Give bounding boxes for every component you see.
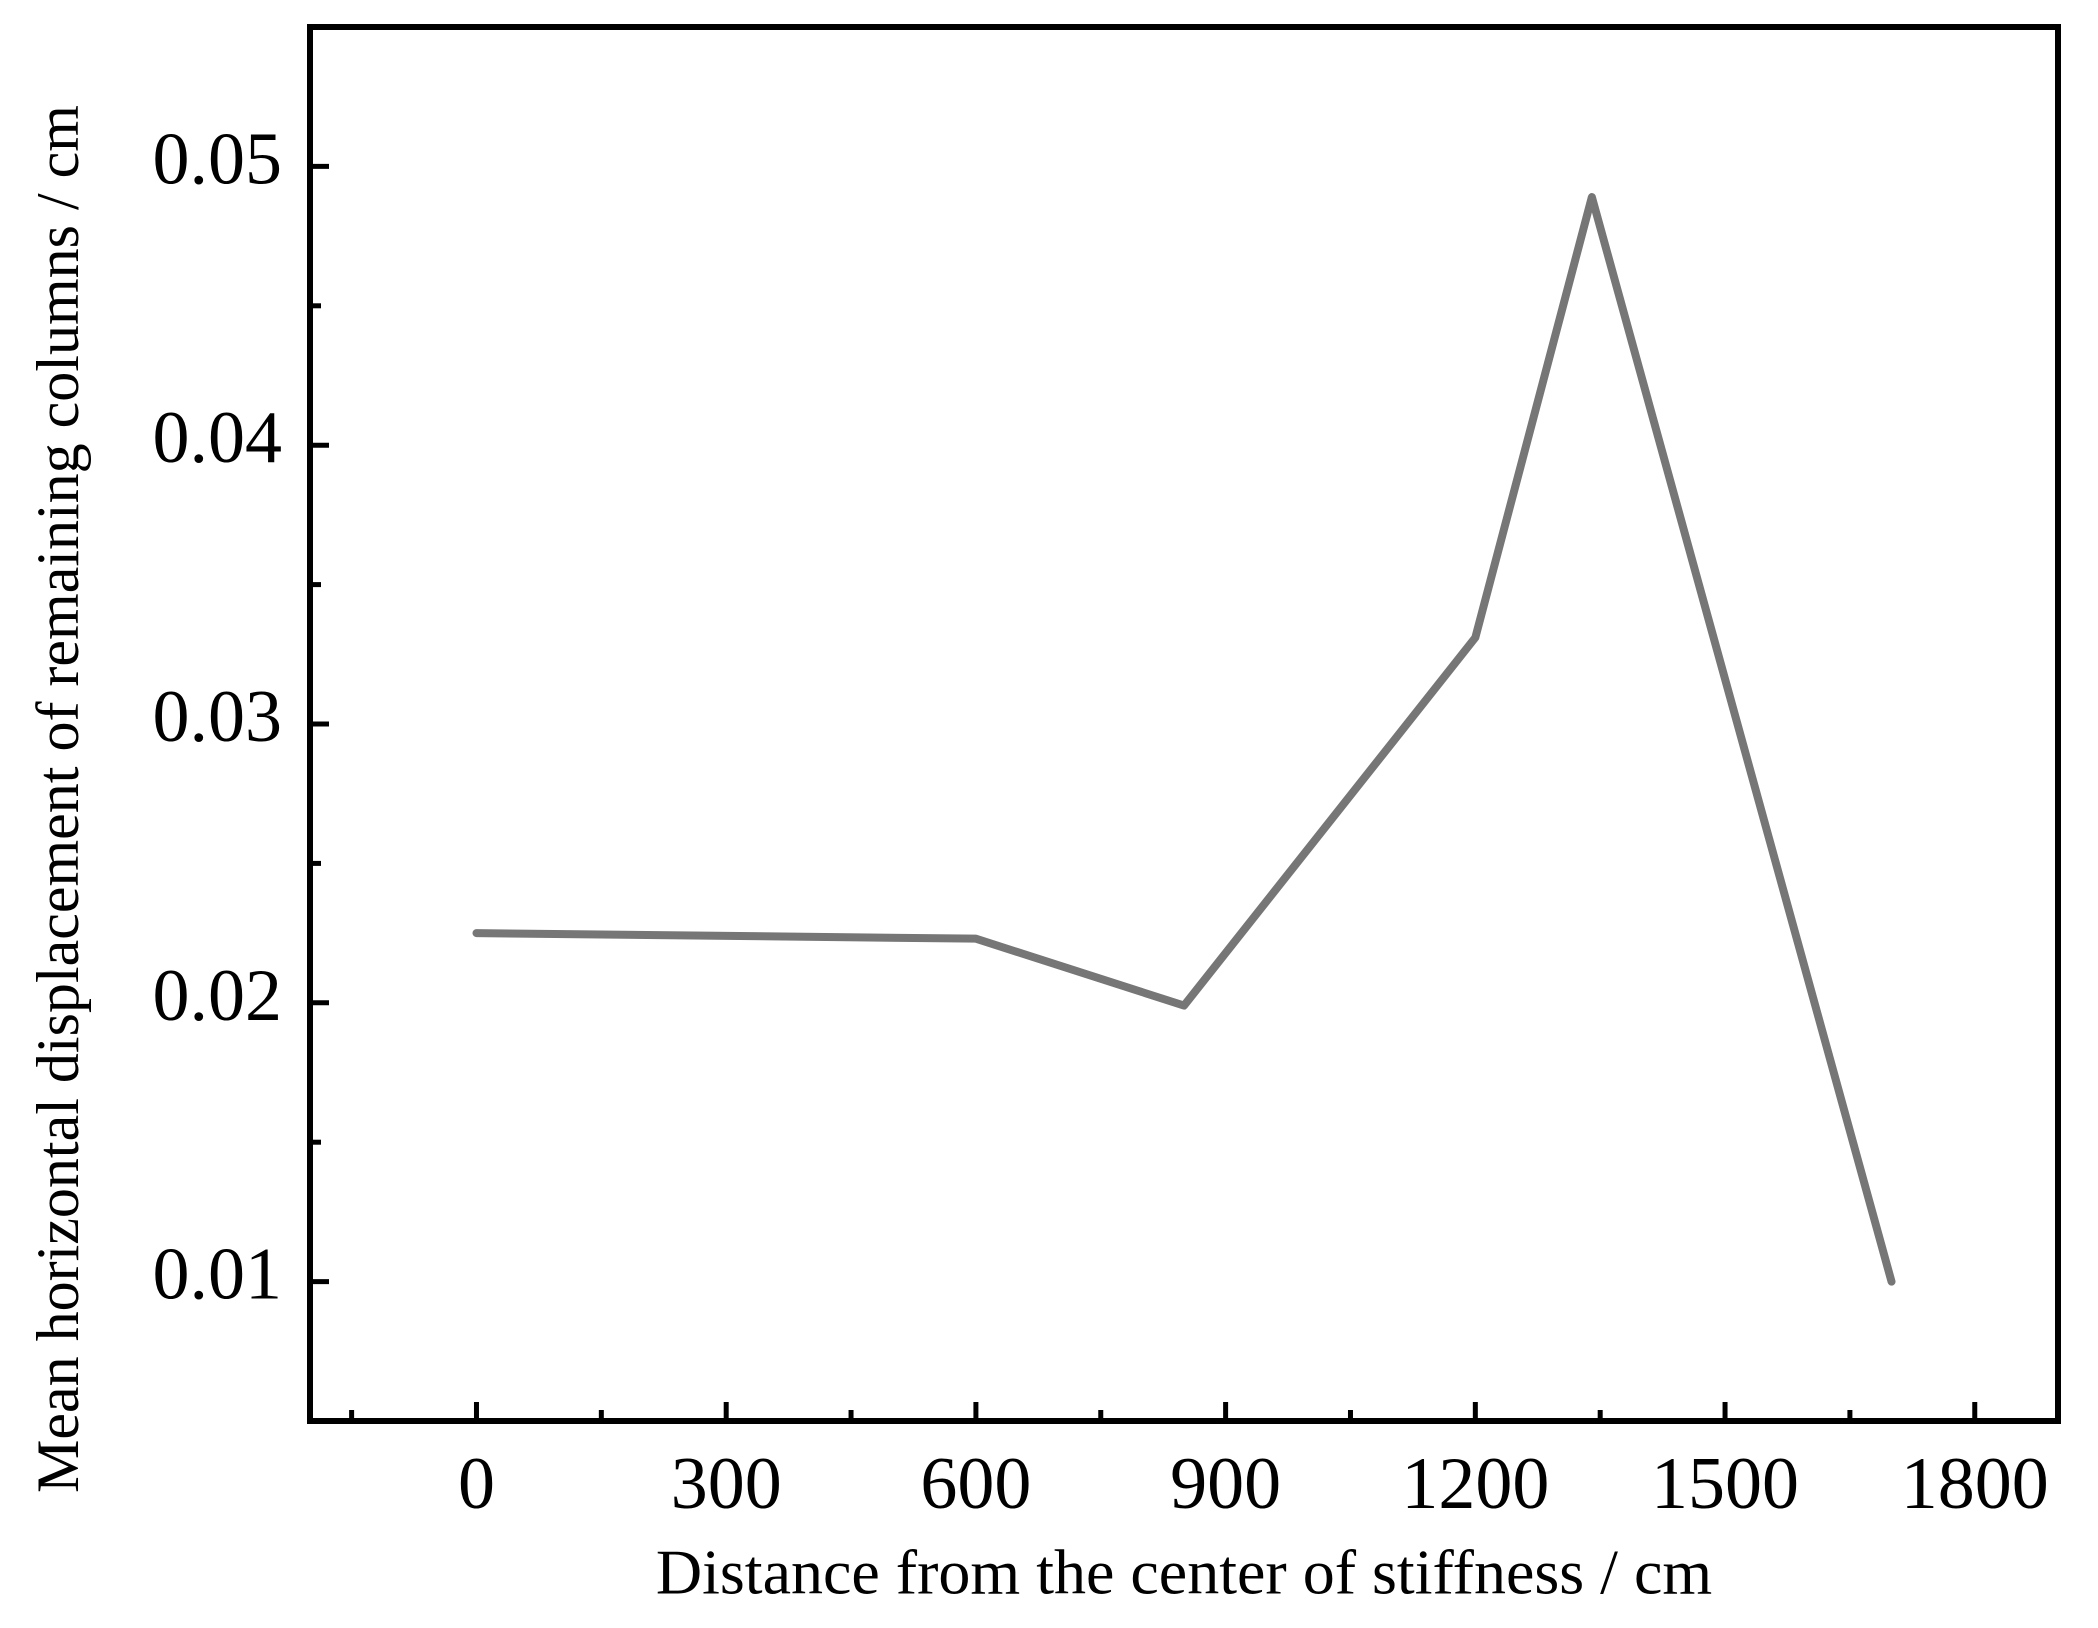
data-line xyxy=(472,193,1896,1286)
x-tick-label: 300 xyxy=(671,1443,782,1525)
y-tick-label: 0.03 xyxy=(153,676,283,758)
x-tick-label: 1500 xyxy=(1651,1443,1799,1525)
y-tick-label: 0.02 xyxy=(153,955,283,1037)
x-tick-label: 1800 xyxy=(1901,1443,2049,1525)
y-tick-label: 0.01 xyxy=(153,1234,283,1316)
y-tick-label: 0.05 xyxy=(153,118,283,200)
y-tick-label: 0.04 xyxy=(153,397,283,479)
x-tick-label: 600 xyxy=(920,1443,1031,1525)
plot-frame xyxy=(307,24,2061,1424)
x-tick-label: 900 xyxy=(1170,1443,1281,1525)
x-axis-title: Distance from the center of stiffness / … xyxy=(656,1537,1712,1608)
x-tick-label: 1200 xyxy=(1401,1443,1549,1525)
y-axis-title: Mean horizontal displacement of remainin… xyxy=(25,105,91,1493)
x-tick-label: 0 xyxy=(458,1443,495,1525)
